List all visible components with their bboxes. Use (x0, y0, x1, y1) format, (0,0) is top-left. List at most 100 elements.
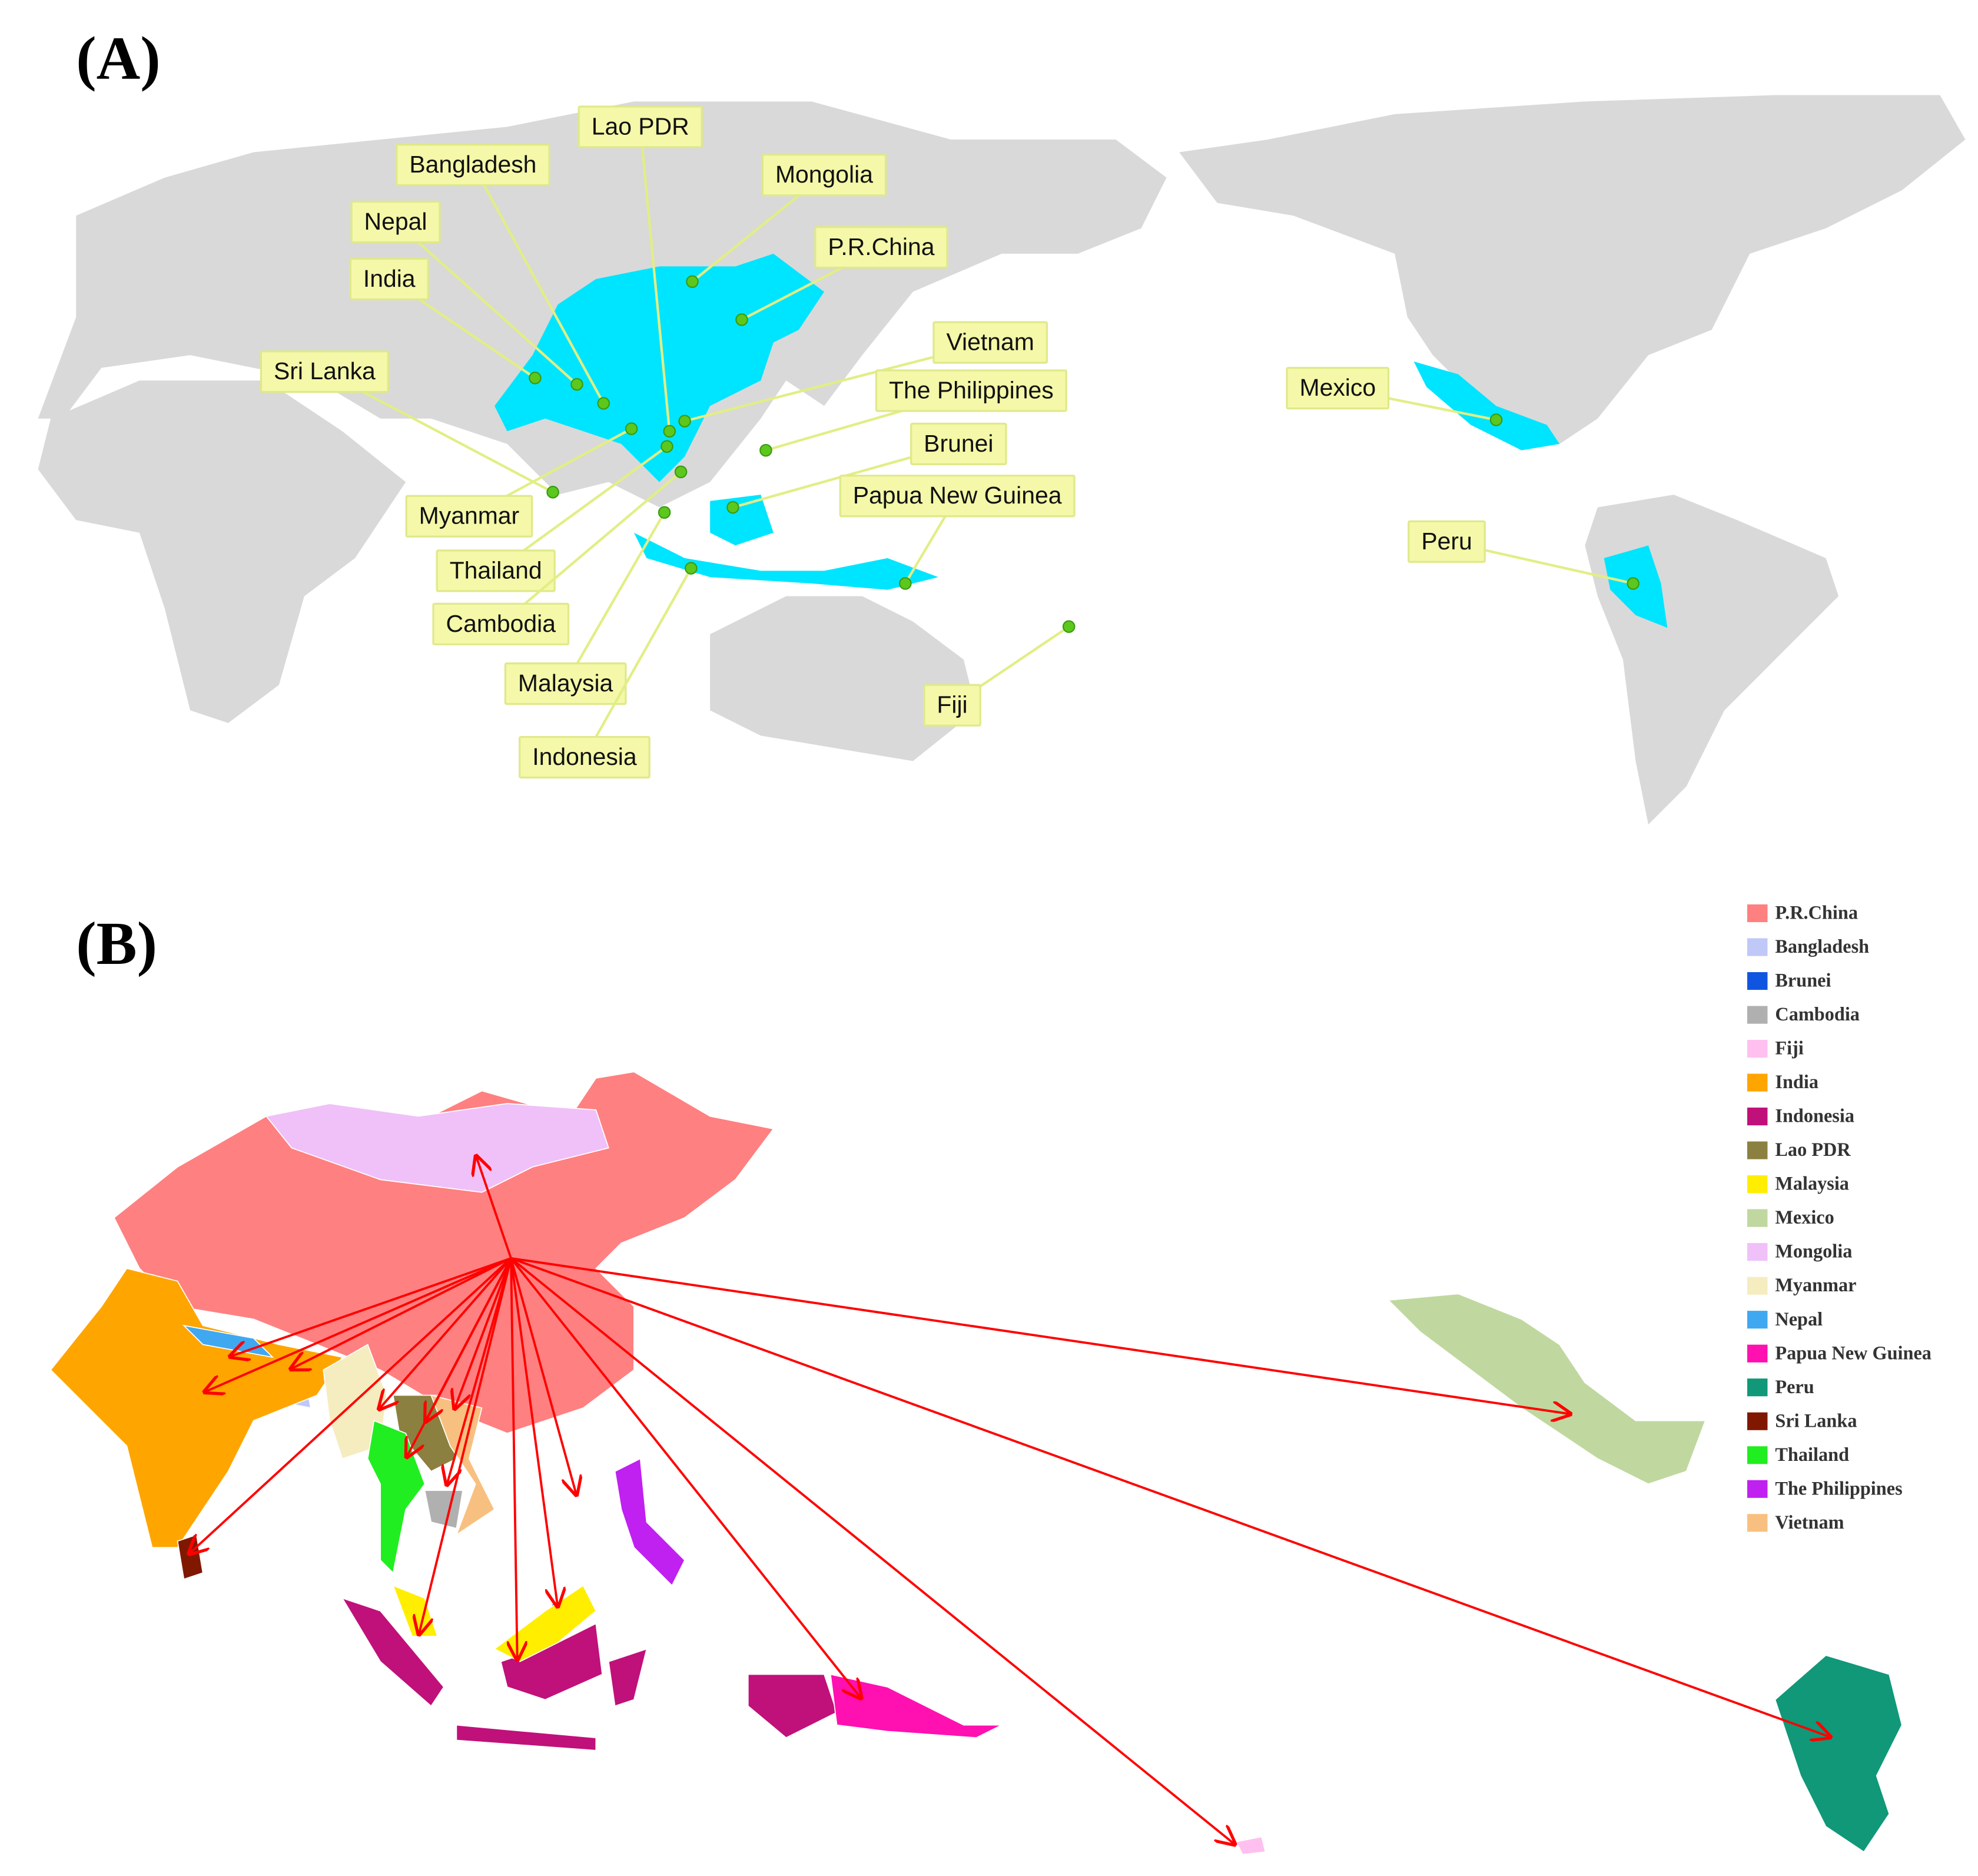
location-dot (759, 443, 772, 457)
location-dot (663, 425, 676, 438)
label-box (932, 321, 1048, 364)
location-dot (686, 275, 699, 288)
legend-swatch (1747, 1175, 1768, 1194)
legend-label: Fiji (1775, 1038, 1803, 1059)
label-box (1286, 367, 1390, 410)
country-shape (608, 1648, 648, 1707)
country-label: Nepal (364, 208, 427, 235)
location-dot (674, 465, 688, 479)
label-box (814, 226, 948, 269)
country-label: Papua New Guinea (853, 482, 1062, 509)
arrow (419, 1258, 512, 1636)
label-box (436, 549, 556, 592)
legend-swatch (1747, 1446, 1768, 1464)
label-box (396, 143, 550, 187)
legend-label: Papua New Guinea (1775, 1342, 1931, 1363)
country-label: Indonesia (532, 743, 637, 770)
highlight-region (1413, 361, 1560, 450)
highlight-region (494, 253, 824, 482)
arrow (510, 1258, 558, 1609)
label-box (260, 350, 389, 393)
arrow (454, 1258, 512, 1410)
label-box (432, 602, 570, 645)
location-dot (678, 415, 691, 427)
legend-swatch (1747, 1209, 1768, 1227)
country-shape (392, 1585, 439, 1637)
legend-label: The Philippines (1775, 1477, 1902, 1499)
country-label: Lao PDR (592, 112, 689, 140)
label-box (578, 105, 703, 148)
country-shape (1774, 1655, 1903, 1853)
country-shape (341, 1597, 444, 1707)
arrow (510, 1257, 1832, 1738)
arrow (510, 1257, 1572, 1414)
location-dot (735, 313, 748, 326)
country-shape (430, 1394, 496, 1536)
label-box (839, 475, 1076, 518)
legend-swatch (1747, 938, 1768, 956)
legend-label: Vietnam (1775, 1512, 1844, 1533)
leader-line (583, 568, 692, 758)
arrow (406, 1258, 512, 1459)
country-label: Vietnam (946, 329, 1034, 356)
highlight-region (633, 532, 938, 590)
country-label: Mexico (1300, 374, 1376, 401)
legend-label: Malaysia (1775, 1173, 1849, 1194)
location-dot (899, 577, 912, 590)
legend-label: Lao PDR (1775, 1139, 1851, 1160)
panel-tag: (A) (76, 25, 161, 92)
legend-label: Peru (1775, 1376, 1814, 1397)
location-dot (658, 506, 671, 519)
arrow (510, 1258, 577, 1497)
legend-swatch (1747, 1514, 1768, 1532)
arrow (289, 1257, 512, 1370)
leader-line (500, 470, 682, 625)
leader-line (394, 221, 578, 386)
panel-tag: (B) (76, 910, 157, 977)
label-box (1408, 520, 1486, 563)
arrow (511, 1258, 517, 1662)
legend-swatch (1747, 1277, 1768, 1295)
location-dot (546, 486, 559, 499)
label-box (761, 154, 887, 197)
legend-swatch (1747, 1141, 1768, 1159)
country-shape (747, 1673, 838, 1739)
arrow (446, 1258, 512, 1487)
location-dot (625, 422, 638, 435)
legend-swatch (1747, 1378, 1768, 1397)
country-shape (49, 1268, 343, 1548)
label-box (923, 684, 981, 727)
legend-swatch (1747, 1344, 1768, 1363)
country-shape (113, 1071, 775, 1434)
country-label: Mongolia (775, 161, 873, 188)
country-shape (456, 1724, 597, 1751)
country-shape (1387, 1293, 1707, 1485)
label-box (350, 200, 441, 244)
location-dot (685, 562, 698, 575)
landmass (1585, 495, 1839, 825)
country-label: Peru (1421, 528, 1472, 555)
country-shape (614, 1457, 686, 1587)
legend-label: Myanmar (1775, 1274, 1856, 1295)
location-dot (529, 372, 542, 385)
location-dot (1489, 413, 1503, 426)
arrow (510, 1257, 862, 1700)
country-shape (424, 1490, 464, 1529)
country-label: Malaysia (518, 669, 613, 697)
legend-swatch (1747, 1108, 1768, 1126)
country-label: Bangladesh (409, 151, 536, 178)
legend-swatch (1747, 972, 1768, 990)
location-dot (661, 440, 673, 453)
legend-label: P.R.China (1775, 902, 1858, 923)
leader-line (472, 164, 605, 405)
legend-swatch (1747, 1480, 1768, 1498)
country-shape (829, 1673, 1002, 1739)
landmass (1179, 95, 1966, 444)
country-label: India (363, 265, 416, 292)
label-box (875, 369, 1067, 412)
arrow (203, 1257, 512, 1393)
legend-label: Thailand (1775, 1444, 1849, 1465)
leader-line (639, 127, 671, 432)
panel-a: (A) Lao PDR Bangladesh Mongolia Nepal P.R.Ch… (38, 25, 1966, 825)
